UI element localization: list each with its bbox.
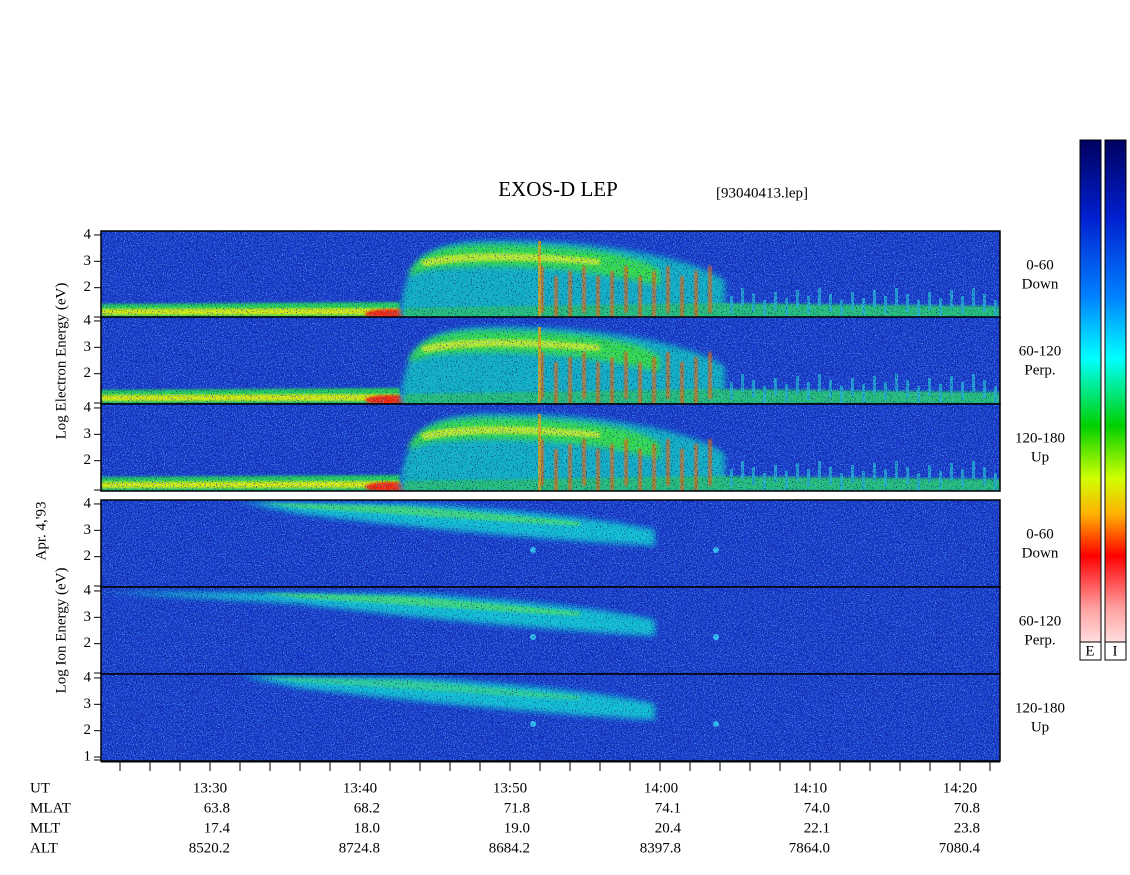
panel-label: 120-180	[1015, 430, 1065, 446]
spectrogram	[101, 317, 1000, 404]
spectrogram	[101, 587, 1000, 674]
cell: 20.4	[655, 820, 682, 836]
cell: 71.8	[504, 800, 530, 816]
cell: 8724.8	[339, 840, 380, 856]
noise	[101, 404, 1000, 491]
cell: 8520.2	[189, 840, 230, 856]
cell: 14:20	[943, 780, 977, 796]
row-label: ALT	[30, 840, 58, 856]
panel-sublabel: Perp.	[1024, 362, 1055, 378]
cell: 7864.0	[789, 840, 830, 856]
colorbar	[1079, 139, 1102, 661]
y-tick-label: 3	[84, 339, 92, 355]
file-name: [93040413.lep]	[716, 185, 808, 201]
cell: 13:40	[343, 780, 377, 796]
panel-sublabel: Down	[1022, 276, 1059, 292]
y-tick-label: 3	[84, 522, 92, 538]
colorbar-label: E	[1085, 643, 1094, 659]
noise	[101, 500, 1000, 587]
cell: 68.2	[354, 800, 380, 816]
cell: 8397.8	[640, 840, 681, 856]
panel-label: 0-60	[1026, 526, 1054, 542]
y-tick-label: 2	[84, 548, 92, 564]
y-tick-label: 3	[84, 253, 92, 269]
date-label: Apr. 4,'93	[33, 502, 49, 561]
noise	[101, 231, 1000, 318]
y-tick-label: 2	[84, 722, 92, 738]
colorbar-key	[1079, 641, 1102, 661]
cell: 70.8	[954, 800, 980, 816]
cell: 8684.2	[489, 840, 530, 856]
y-axis-label: Log Ion Energy (eV)	[53, 568, 69, 694]
panel-label: 0-60	[1026, 257, 1054, 273]
cell: 23.8	[954, 820, 980, 836]
noise	[101, 587, 1000, 674]
panel-label: 60-120	[1019, 613, 1062, 629]
y-tick-label: 2	[84, 279, 92, 295]
panel-sublabel: Down	[1022, 545, 1059, 561]
y-tick-label: 4	[84, 669, 92, 685]
y-tick-label: 3	[84, 609, 92, 625]
y-tick-label: 2	[84, 365, 92, 381]
cell: 14:10	[793, 780, 827, 796]
row-label: UT	[30, 780, 50, 796]
y-tick-label: 4	[84, 226, 92, 242]
row-label: MLT	[30, 820, 60, 836]
panel-sublabel: Up	[1031, 719, 1049, 735]
panel-frame	[100, 403, 1001, 492]
panel-frame	[100, 673, 1001, 762]
y-tick-label: 1	[84, 748, 92, 764]
panel-label: 120-180	[1015, 700, 1065, 716]
y-tick-label: 3	[84, 426, 92, 442]
noise	[101, 317, 1000, 404]
title: EXOS-D LEP	[498, 177, 618, 201]
panel-label: 60-120	[1019, 343, 1062, 359]
noise	[101, 674, 1000, 761]
cell: 74.1	[655, 800, 681, 816]
y-tick-label: 2	[84, 635, 92, 651]
cell: 19.0	[504, 820, 530, 836]
cell: 74.0	[804, 800, 830, 816]
panel-sublabel: Perp.	[1024, 632, 1055, 648]
y-tick-label: 3	[84, 696, 92, 712]
cell: 13:50	[493, 780, 527, 796]
cell: 22.1	[804, 820, 830, 836]
spectrogram	[101, 500, 1000, 587]
cell: 17.4	[204, 820, 231, 836]
y-tick-label: 4	[84, 495, 92, 511]
colorbar-label: I	[1113, 643, 1118, 659]
panel-sublabel: Up	[1031, 449, 1049, 465]
y-tick-label: 2	[84, 452, 92, 468]
colorbar	[1104, 139, 1127, 661]
cell: 14:00	[644, 780, 678, 796]
row-label: MLAT	[30, 800, 71, 816]
y-axis-label: Log Electron Energy (eV)	[53, 283, 69, 440]
y-tick-label: 4	[84, 312, 92, 328]
y-tick-label: 4	[84, 582, 92, 598]
y-tick-label: 4	[84, 399, 92, 415]
cell: 18.0	[354, 820, 380, 836]
spectrogram	[101, 674, 1000, 761]
spectrogram	[101, 231, 1000, 318]
cell: 13:30	[193, 780, 227, 796]
spectrogram	[101, 404, 1000, 491]
colorbar-key	[1104, 641, 1127, 661]
cell: 63.8	[204, 800, 230, 816]
cell: 7080.4	[939, 840, 981, 856]
